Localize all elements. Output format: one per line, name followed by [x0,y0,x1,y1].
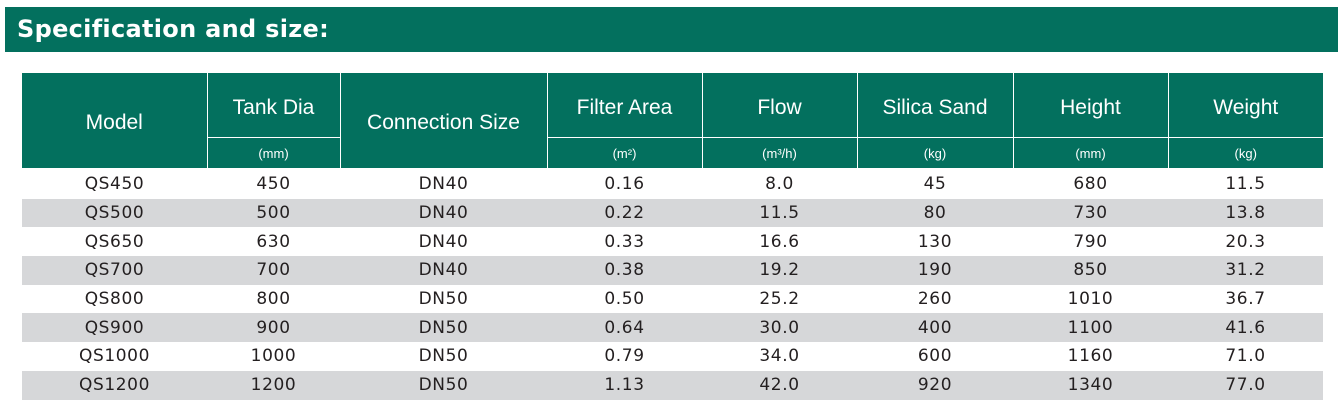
header-filter-area: Filter Area [546,73,703,138]
cell-connection: DN40 [340,256,547,285]
table-row: QS900 900 DN50 0.64 30.0 400 1100 41.6 [22,313,1323,343]
cell-silica-sand: 80 [857,198,1013,228]
cell-tank-dia: 800 [256,289,291,310]
unit-weight: (kg) [1167,137,1323,168]
cell-weight: 20.3 [1225,231,1266,252]
cell-silica-sand: 260 [917,289,953,310]
cell-tank-dia: 900 [207,313,340,343]
cell-tank-dia: 500 [207,198,340,228]
header-weight: Weight [1167,73,1323,138]
cell-filter-area: 0.50 [604,289,645,310]
table-row: QS650 630 DN40 0.33 16.6 130 790 20.3 [22,227,1323,256]
unit-height: (mm) [1012,137,1169,168]
cell-tank-dia: 630 [256,231,291,252]
cell-tank-dia: 700 [207,256,340,285]
cell-height: 680 [1073,174,1108,195]
cell-flow: 42.0 [702,370,857,400]
unit-silica-sand: (kg) [856,137,1014,168]
cell-flow: 11.5 [702,198,857,228]
cell-filter-area: 0.33 [604,231,645,252]
cell-model: QS800 [84,289,145,310]
cell-height: 790 [1073,231,1108,252]
cell-weight: 31.2 [1168,256,1323,285]
cell-connection: DN50 [418,289,469,310]
cell-connection: DN50 [340,370,547,400]
cell-flow: 34.0 [759,346,800,367]
page-title: Specification and size: [17,15,329,43]
header-flow: Flow [701,73,858,138]
table-row: QS500 500 DN40 0.22 11.5 80 730 13.8 [22,198,1323,228]
table-row: QS450 450 DN40 0.16 8.0 45 680 11.5 [22,168,1323,199]
cell-model: QS450 [84,174,145,195]
cell-height: 1340 [1013,370,1168,400]
cell-tank-dia: 450 [256,174,291,195]
title-bar: Specification and size: [5,7,1338,52]
cell-connection: DN40 [418,174,469,195]
cell-height: 1010 [1067,289,1114,310]
cell-height: 1160 [1067,346,1114,367]
cell-filter-area: 0.79 [604,346,645,367]
header-silica-sand: Silica Sand [856,73,1014,138]
unit-filter-area: (m²) [546,137,703,168]
table-row: QS800 800 DN50 0.50 25.2 260 1010 36.7 [22,285,1323,314]
cell-silica-sand: 130 [917,231,953,252]
unit-row: (mm) (m²) (m³/h) (kg) (mm) (kg) [22,137,1323,168]
cell-connection: DN40 [418,231,469,252]
cell-model: QS1200 [22,370,207,400]
cell-tank-dia: 1200 [207,370,340,400]
header-model: Model [22,73,208,168]
cell-silica-sand: 400 [857,313,1013,343]
header-height: Height [1012,73,1169,138]
cell-model: QS500 [22,198,207,228]
cell-flow: 19.2 [702,256,857,285]
specification-table: Model Tank Dia Connection Size Filter Ar… [22,73,1323,400]
header-row: Model Tank Dia Connection Size Filter Ar… [22,73,1323,168]
unit-flow: (m³/h) [701,137,858,168]
cell-height: 850 [1013,256,1168,285]
cell-model: QS1000 [78,346,151,367]
cell-model: QS650 [84,231,145,252]
cell-weight: 11.5 [1225,174,1266,195]
cell-filter-area: 0.16 [604,174,645,195]
unit-tank-dia: (mm) [207,137,341,168]
cell-tank-dia: 1000 [250,346,297,367]
cell-filter-area: 0.38 [547,256,702,285]
header-connection-size: Connection Size [339,73,548,168]
cell-flow: 30.0 [702,313,857,343]
cell-weight: 41.6 [1168,313,1323,343]
cell-weight: 77.0 [1168,370,1323,400]
table-row: QS1000 1000 DN50 0.79 34.0 600 1160 71.0 [22,342,1323,371]
table-row: QS1200 1200 DN50 1.13 42.0 920 1340 77.0 [22,370,1323,400]
cell-filter-area: 1.13 [547,370,702,400]
cell-silica-sand: 920 [857,370,1013,400]
cell-weight: 71.0 [1225,346,1266,367]
cell-filter-area: 0.64 [547,313,702,343]
cell-weight: 13.8 [1168,198,1323,228]
cell-weight: 36.7 [1225,289,1266,310]
cell-silica-sand: 45 [923,174,947,195]
header-tank-dia: Tank Dia [206,73,341,138]
cell-flow: 8.0 [765,174,794,195]
cell-silica-sand: 600 [917,346,953,367]
cell-height: 730 [1013,198,1168,228]
cell-connection: DN40 [340,198,547,228]
table-row: QS700 700 DN40 0.38 19.2 190 850 31.2 [22,256,1323,285]
cell-silica-sand: 190 [857,256,1013,285]
cell-filter-area: 0.22 [547,198,702,228]
cell-flow: 16.6 [759,231,800,252]
cell-model: QS900 [22,313,207,343]
cell-model: QS700 [22,256,207,285]
cell-height: 1100 [1013,313,1168,343]
cell-connection: DN50 [418,346,469,367]
cell-connection: DN50 [340,313,547,343]
cell-flow: 25.2 [759,289,800,310]
